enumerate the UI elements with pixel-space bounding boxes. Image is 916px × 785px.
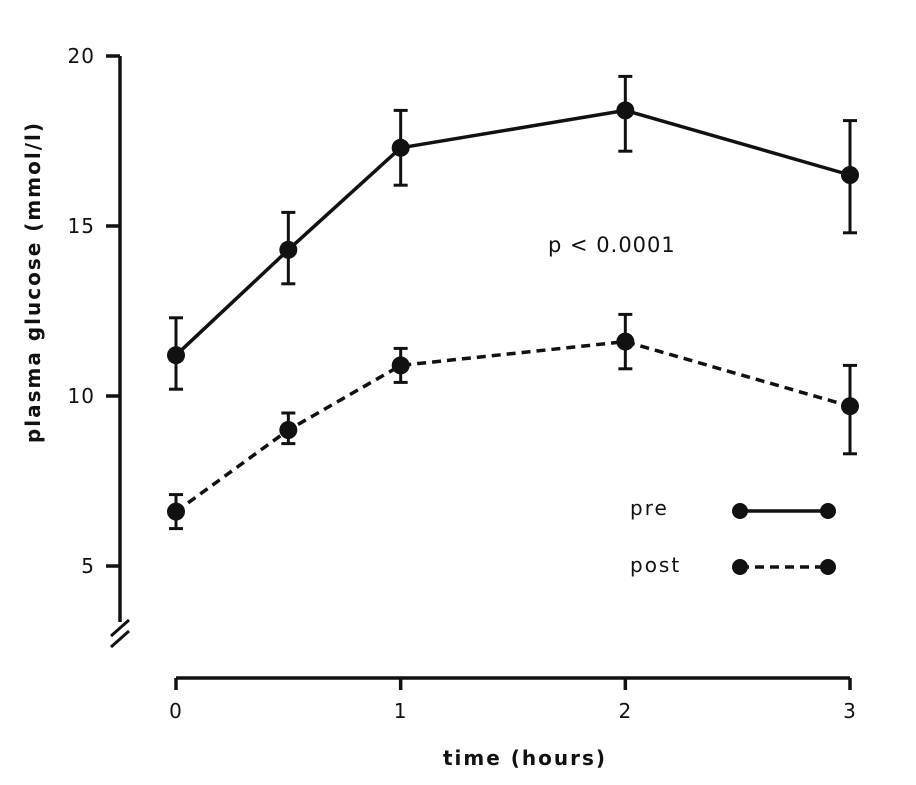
data-point	[616, 332, 635, 351]
legend-marker-post	[732, 559, 748, 575]
series-line-pre	[174, 108, 851, 357]
x-tick-label: 0	[169, 699, 183, 723]
series-layer	[167, 74, 859, 531]
legend-label-pre: pre	[630, 496, 669, 520]
data-point	[841, 166, 859, 184]
data-point	[391, 356, 410, 375]
x-axis-label: time (hours)	[443, 746, 607, 770]
x-tick-label: 2	[618, 699, 632, 723]
series-post	[167, 312, 859, 531]
y-axis-break-mark	[110, 629, 130, 649]
data-point	[279, 240, 298, 259]
series-pre	[167, 74, 859, 391]
series-line-post	[174, 339, 851, 514]
y-tick-label: 15	[68, 214, 95, 238]
x-tick-label: 1	[394, 699, 408, 723]
legend-marker-pre	[820, 503, 836, 519]
y-axis-label: plasma glucose (mmol/l)	[21, 121, 45, 443]
data-point	[167, 502, 185, 521]
data-point	[841, 397, 859, 416]
data-point	[279, 421, 298, 439]
y-axis-break-mark	[110, 618, 130, 638]
x-tick-label: 3	[843, 699, 857, 723]
legend: pre post	[630, 496, 836, 577]
legend-marker-post	[820, 559, 836, 575]
y-tick-label: 10	[68, 384, 95, 408]
data-point	[167, 346, 185, 365]
data-point	[616, 101, 635, 120]
p-value-annotation: p < 0.0001	[548, 233, 676, 257]
legend-marker-pre	[732, 503, 748, 519]
y-tick-label: 20	[68, 44, 95, 68]
data-point	[391, 138, 410, 157]
legend-label-post: post	[630, 553, 681, 577]
axes: 5 10 15 20 0 1 2 3	[68, 44, 857, 723]
y-tick-label: 5	[81, 554, 95, 578]
